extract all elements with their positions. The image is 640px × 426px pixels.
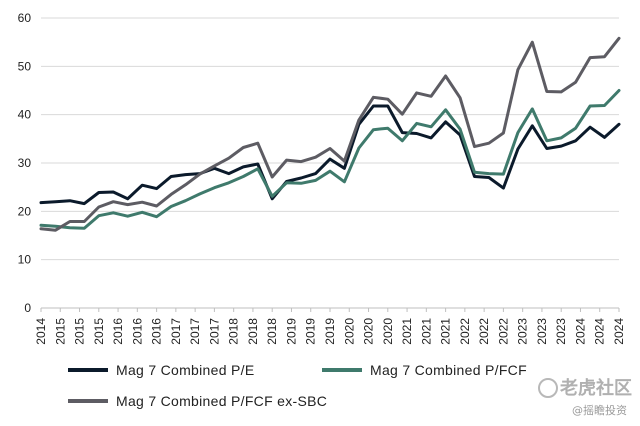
axes [40, 307, 620, 312]
y-tick-label: 20 [18, 204, 32, 218]
legend-item-pfcf: Mag 7 Combined P/FCF [322, 362, 527, 378]
x-tick-label: 2020 [362, 318, 376, 345]
series-lines [39, 36, 621, 232]
legend-label-pfcf-ex-sbc: Mag 7 Combined P/FCF ex-SBC [116, 393, 328, 409]
x-tick-label: 2024 [593, 318, 607, 345]
y-tick-label: 60 [18, 11, 32, 25]
x-tick-label: 2019 [284, 318, 298, 345]
x-tick-label: 2022 [458, 318, 472, 345]
x-tick-label: 2016 [130, 318, 144, 345]
x-tick-label: 2015 [53, 318, 67, 345]
x-tick-label: 2023 [516, 318, 530, 345]
x-tick-label: 2021 [439, 318, 453, 345]
y-tick-label: 40 [18, 108, 32, 122]
legend-item-pe: Mag 7 Combined P/E [68, 362, 254, 378]
x-tick-label: 2020 [381, 318, 395, 345]
y-tick-label: 10 [18, 253, 32, 267]
x-tick-label: 2017 [207, 318, 221, 345]
series-line-1 [39, 89, 621, 230]
legend-item-pfcf-ex-sbc: Mag 7 Combined P/FCF ex-SBC [68, 393, 327, 409]
x-tick-label: 2020 [342, 318, 356, 345]
series-line-2 [39, 36, 621, 232]
watermark-main: 老虎社区 [560, 378, 632, 399]
x-tick-label: 2017 [188, 318, 202, 345]
legend-swatch-pe [68, 368, 108, 372]
watermark-logo-icon [538, 378, 558, 398]
y-tick-label: 30 [18, 156, 32, 170]
x-tick-label: 2019 [323, 318, 337, 345]
series-line-0 [39, 104, 621, 206]
x-tick-label: 2024 [612, 318, 626, 345]
y-tick-label: 50 [18, 59, 32, 73]
legend-swatch-pfcf-ex-sbc [68, 399, 108, 403]
x-tick-label: 2021 [400, 318, 414, 345]
gridlines [41, 17, 619, 261]
watermark-sub: @摇瞻投资 [572, 404, 627, 417]
x-tick-label: 2023 [554, 318, 568, 345]
x-tick-labels: 2014 2015 2015 2015 2016 2016 2016 2017 2017 2017… [34, 318, 626, 345]
x-tick-label: 2019 [304, 318, 318, 345]
x-tick-label: 2014 [34, 318, 48, 345]
legend-label-pfcf: Mag 7 Combined P/FCF [370, 362, 527, 378]
x-tick-label: 2016 [150, 318, 164, 345]
x-tick-label: 2016 [111, 318, 125, 345]
x-tick-label: 2023 [535, 318, 549, 345]
x-tick-label: 2022 [496, 318, 510, 345]
x-tick-label: 2024 [573, 318, 587, 345]
x-tick-label: 2018 [227, 318, 241, 345]
x-tick-label: 2018 [265, 318, 279, 345]
x-tick-label: 2017 [169, 318, 183, 345]
y-tick-label: 0 [24, 301, 31, 315]
x-tick-label: 2015 [92, 318, 106, 345]
legend-label-pe: Mag 7 Combined P/E [116, 362, 255, 378]
legend-swatch-pfcf [322, 368, 362, 372]
x-tick-label: 2021 [419, 318, 433, 345]
x-tick-label: 2015 [73, 318, 87, 345]
x-tick-label: 2018 [246, 318, 260, 345]
x-tick-label: 2022 [477, 318, 491, 345]
y-tick-labels: 0 10 20 30 40 50 60 [18, 11, 32, 315]
